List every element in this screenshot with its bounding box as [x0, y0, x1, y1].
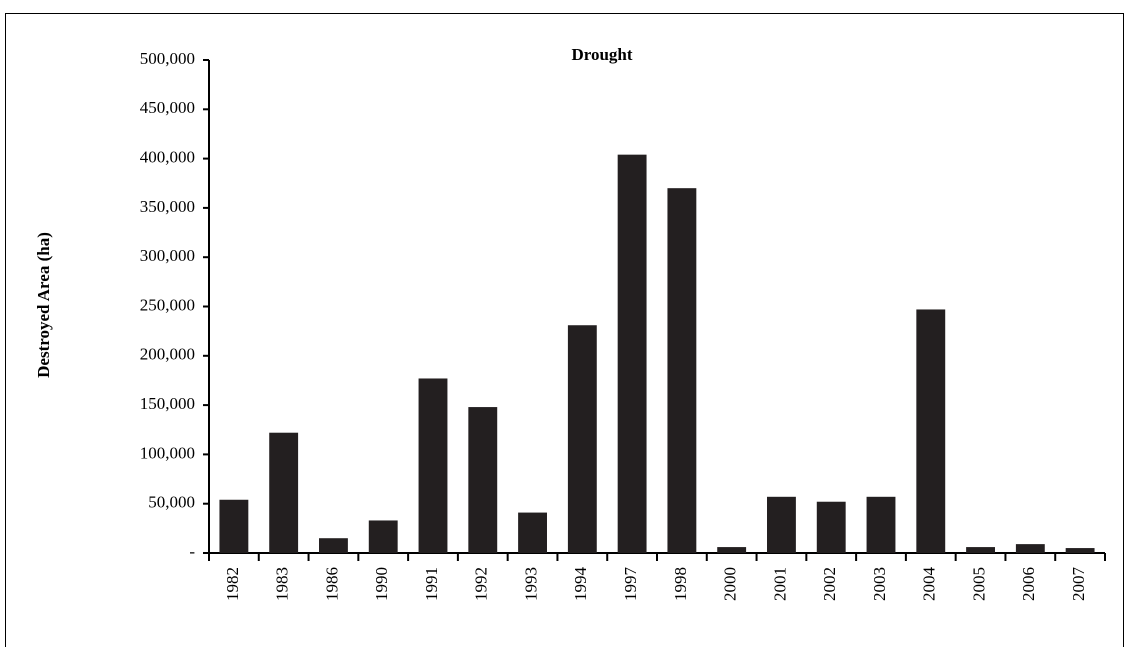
bar [866, 496, 896, 553]
x-tick-label: 2001 [770, 567, 789, 601]
bar [319, 538, 348, 553]
x-tick-label: 1998 [671, 567, 690, 601]
bar [617, 154, 647, 553]
bar [966, 547, 995, 553]
chart-title: Drought [571, 45, 632, 64]
x-tick-label: 1991 [422, 567, 441, 601]
bar [767, 496, 796, 553]
y-tick-label: 500,000 [140, 49, 195, 68]
y-tick-label: 200,000 [140, 345, 195, 364]
bar [518, 512, 547, 553]
x-tick-label: 2007 [1069, 567, 1088, 602]
y-tick-label: 100,000 [140, 443, 195, 462]
bar [269, 432, 299, 553]
bar [1065, 548, 1095, 553]
y-tick-label: 250,000 [140, 295, 195, 314]
y-tick-label: 300,000 [140, 246, 195, 265]
x-tick-label: 2000 [721, 567, 740, 601]
x-tick-label: 1994 [571, 567, 590, 602]
x-tick-label: 1997 [621, 567, 640, 602]
frame [5, 13, 1124, 647]
x-tick-label: 2006 [1019, 567, 1038, 601]
bar [717, 547, 747, 553]
x-tick-label: 1992 [472, 567, 491, 601]
x-tick-label: 1982 [223, 567, 242, 601]
bar [816, 501, 846, 553]
x-tick-label: 2005 [969, 567, 988, 601]
y-tick-label: 350,000 [140, 197, 195, 216]
bar [916, 309, 946, 553]
y-axis-label: Destroyed Area (ha) [34, 232, 53, 378]
x-tick-label: 1993 [521, 567, 540, 601]
bar [667, 188, 697, 553]
x-tick-label: 2003 [870, 567, 889, 601]
x-tick-label: 2004 [920, 567, 939, 602]
bar [468, 407, 498, 553]
x-tick-label: 1983 [273, 567, 292, 601]
x-tick-label: 1990 [372, 567, 391, 601]
bar [368, 520, 398, 553]
y-tick-label: 150,000 [140, 394, 195, 413]
x-tick-label: 1986 [322, 567, 341, 601]
bar [219, 499, 249, 553]
y-tick-label: - [189, 542, 195, 561]
y-tick-label: 400,000 [140, 148, 195, 167]
x-tick-label: 2002 [820, 567, 839, 601]
bar [418, 378, 448, 553]
y-tick-label: 450,000 [140, 98, 195, 117]
y-tick-label: 50,000 [148, 493, 195, 512]
bar [1015, 544, 1045, 553]
bar [567, 325, 597, 553]
